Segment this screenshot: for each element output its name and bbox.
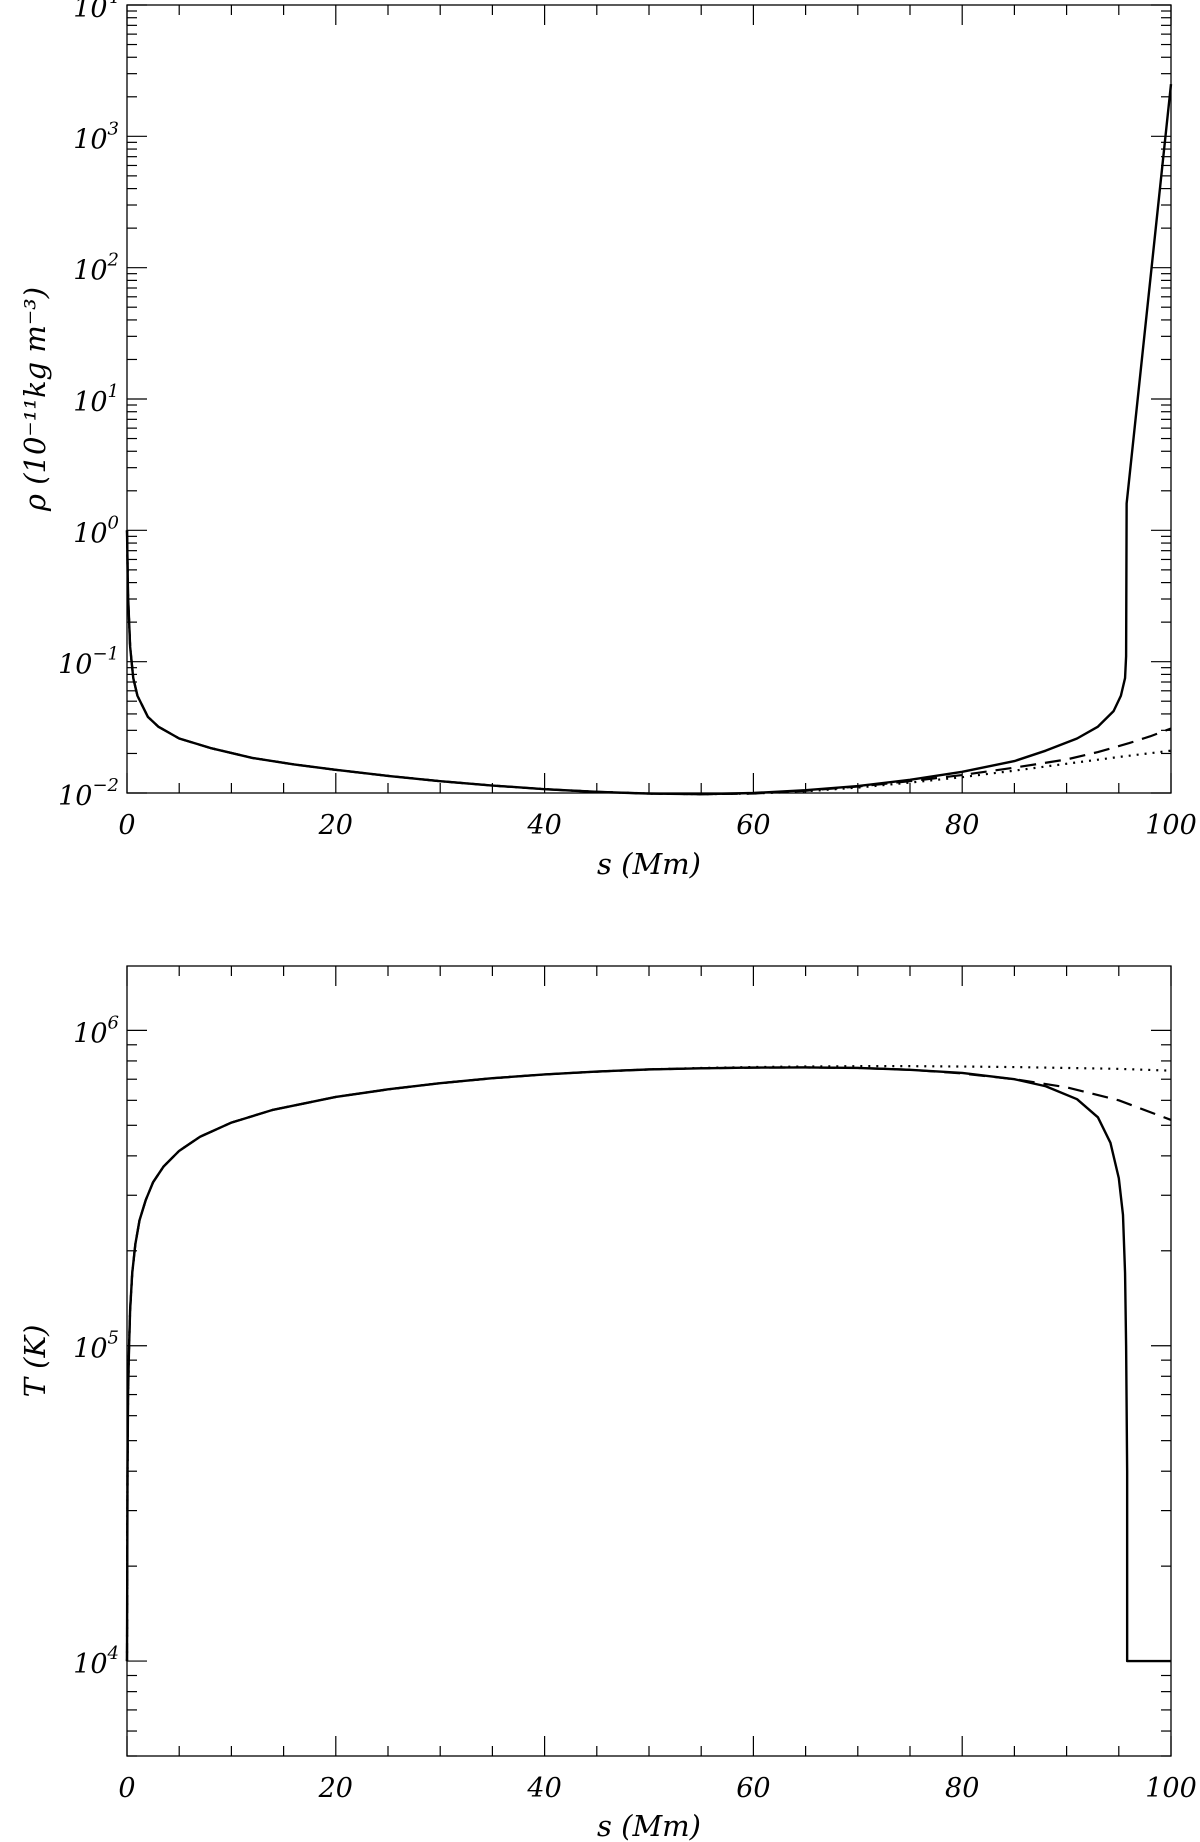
x-tick-label: 60 xyxy=(736,1773,770,1804)
y-tick-label: 10−2 xyxy=(58,775,119,812)
x-tick-label: 80 xyxy=(945,1773,979,1804)
y-axis-title: T (K) xyxy=(18,1325,52,1398)
x-tick-label: 0 xyxy=(118,810,135,841)
y-tick-label: 104 xyxy=(73,0,119,24)
y-tick-label: 103 xyxy=(73,118,119,155)
y-tick-label: 101 xyxy=(73,381,119,418)
y-tick-label: 100 xyxy=(73,512,119,549)
x-tick-label: 100 xyxy=(1145,810,1197,841)
y-tick-label: 102 xyxy=(73,250,119,287)
x-tick-label: 100 xyxy=(1145,1773,1197,1804)
y-axis-title: ρ (10⁻¹¹kg m⁻³) xyxy=(18,287,52,512)
y-tick-label: 106 xyxy=(73,1012,119,1049)
series-solid-line xyxy=(125,83,1173,796)
x-tick-label: 20 xyxy=(318,810,353,841)
y-tick-label: 105 xyxy=(73,1328,119,1365)
x-axis-title: s (Mm) xyxy=(597,1809,701,1842)
x-tick-label: 40 xyxy=(526,810,561,841)
plot-frame xyxy=(126,965,1172,1757)
series-dashed-line xyxy=(125,530,1172,796)
x-axis-title: s (Mm) xyxy=(597,847,701,881)
plot-frame xyxy=(126,4,1172,794)
series-dashed-line xyxy=(125,1066,1172,1662)
series-dotted-line xyxy=(125,1065,1172,1662)
x-tick-label: 80 xyxy=(945,810,979,841)
x-tick-label: 60 xyxy=(736,810,770,841)
y-tick-label: 10−1 xyxy=(58,644,119,681)
x-tick-label: 20 xyxy=(318,1773,353,1804)
density-plot: 0 20 40 60 80 100 s (Mm) 10−2 10−1 100 101 102 103 10… xyxy=(18,0,1197,881)
y-tick-label: 104 xyxy=(73,1643,119,1680)
series-dotted-line xyxy=(125,530,1172,796)
temperature-plot: 0 20 40 60 80 100 s (Mm) 104 105 106 T (K) xyxy=(18,965,1197,1842)
series-solid-line xyxy=(125,1066,1171,1663)
x-tick-label: 0 xyxy=(118,1773,135,1804)
x-tick-label: 40 xyxy=(526,1773,561,1804)
